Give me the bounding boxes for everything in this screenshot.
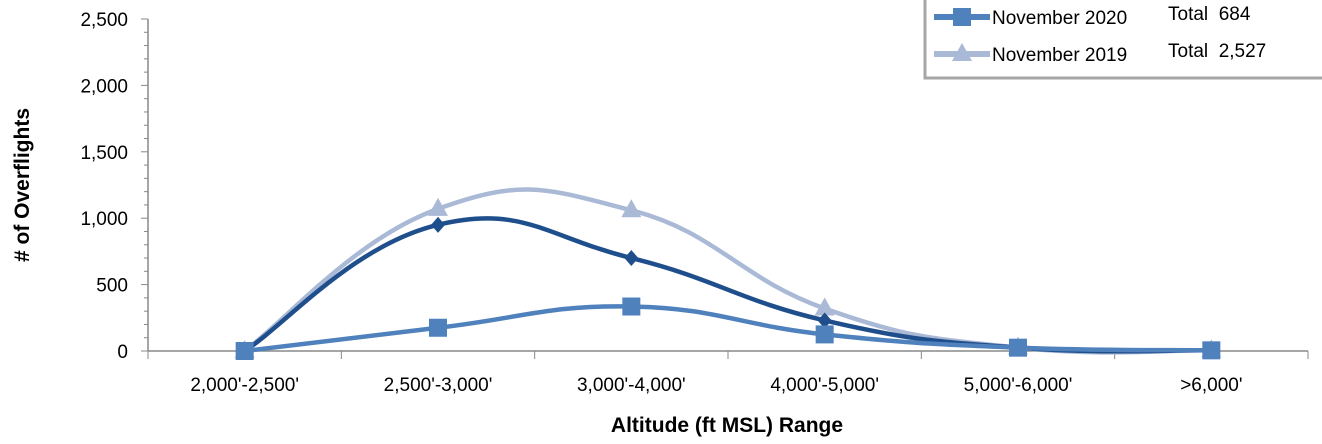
legend-label: November 2020 <box>992 8 1127 29</box>
data-point <box>235 342 254 360</box>
y-tick-label: 1,500 <box>80 143 128 164</box>
x-tick-label: 2,000'-2,500' <box>190 375 299 396</box>
data-point <box>814 297 835 316</box>
y-tick-label: 2,500 <box>80 10 128 31</box>
legend-entry: November 2020 Total 684 <box>934 4 1251 29</box>
legend-total: Total 2,527 <box>1168 41 1266 62</box>
x-tick-label: >6,000' <box>1180 375 1242 396</box>
legend-marker <box>952 43 972 61</box>
y-tick-label: 0 <box>117 342 128 363</box>
data-point <box>428 197 448 216</box>
x-tick-label: 2,500'-3,000' <box>384 375 493 396</box>
data-point <box>815 325 834 344</box>
series-layer <box>234 187 1222 360</box>
data-point <box>621 199 642 218</box>
series-line <box>243 187 1212 355</box>
data-point <box>429 318 447 337</box>
data-point <box>431 216 445 233</box>
data-point <box>624 250 639 267</box>
data-point <box>622 297 641 316</box>
legend-label: November 2019 <box>992 45 1127 66</box>
y-axis-title: # of Overflights <box>11 108 34 262</box>
legend-total: Total 684 <box>1168 4 1251 25</box>
legend-box <box>923 0 1322 80</box>
legend-marker <box>953 8 971 26</box>
data-point <box>817 312 832 329</box>
data-point <box>1202 341 1221 360</box>
x-tick-label: 5,000'-6,000' <box>964 375 1073 396</box>
series-line <box>244 304 1212 354</box>
data-point <box>1009 338 1027 357</box>
legend-entry: November 2019 Total 2,527 <box>934 41 1266 66</box>
y-tick-label: 2,000 <box>80 76 128 97</box>
y-tick-label: 1,000 <box>80 209 128 230</box>
y-axis: 0 500 1,000 1,500 2,000 2,500 <box>80 10 149 363</box>
legend: November 2020 Total 684 November 2019 Total… <box>923 0 1322 80</box>
x-axis: 2,000'-2,500' 2,500'-3,000' 3,000'-4,000' 4… <box>147 350 1309 396</box>
x-tick-label: 3,000'-4,000' <box>577 375 686 396</box>
series-unlabeled-1 <box>237 216 1219 359</box>
x-axis-title: Altitude (ft MSL) Range <box>611 414 843 437</box>
y-tick-label: 500 <box>96 276 128 297</box>
x-tick-label: 4,000'-5,000' <box>770 375 879 396</box>
series-november-2020 <box>235 297 1221 360</box>
